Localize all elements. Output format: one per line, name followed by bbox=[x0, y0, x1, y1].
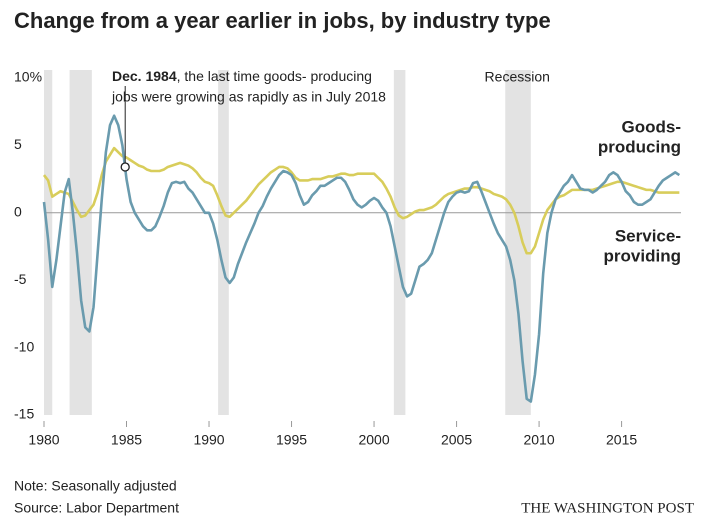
annotation-text: Dec. 1984, the last time goods- producin… bbox=[112, 68, 372, 84]
x-tick-label: 1990 bbox=[193, 432, 224, 448]
recession-band bbox=[218, 70, 229, 415]
series-label: Goods- bbox=[622, 117, 682, 136]
y-tick-label: 5 bbox=[14, 136, 22, 152]
y-tick-label: -5 bbox=[14, 271, 27, 287]
x-tick-label: 2010 bbox=[523, 432, 554, 448]
series-line bbox=[42, 114, 681, 403]
y-tick-label: -15 bbox=[14, 406, 34, 422]
x-tick-label: 2005 bbox=[441, 432, 472, 448]
annotation-line: jobs were growing as rapidly as in July … bbox=[111, 89, 386, 105]
recession-band bbox=[69, 70, 92, 415]
x-tick-label: 2015 bbox=[606, 432, 637, 448]
recession-band bbox=[505, 70, 531, 415]
series-line bbox=[42, 146, 680, 255]
x-tick-label: 2000 bbox=[358, 432, 389, 448]
y-tick-label: 10% bbox=[14, 69, 42, 85]
note: Note: Seasonally adjusted bbox=[14, 478, 177, 494]
y-tick-label: -10 bbox=[14, 338, 34, 354]
credit: THE WASHINGTON POST bbox=[521, 500, 694, 516]
series-label: producing bbox=[598, 137, 681, 156]
x-tick-label: 1980 bbox=[28, 432, 59, 448]
annotation-point bbox=[120, 162, 130, 172]
series-label: providing bbox=[604, 246, 681, 265]
annotation-bold: Dec. 1984 bbox=[112, 68, 177, 84]
annotation-line: , the last time goods- producing bbox=[177, 68, 372, 84]
chart-title: Change from a year earlier in jobs, by i… bbox=[14, 8, 551, 33]
recession-band bbox=[393, 70, 406, 415]
y-tick-label: 0 bbox=[14, 204, 22, 220]
recession-label: Recession bbox=[485, 69, 550, 85]
source: Source: Labor Department bbox=[14, 500, 179, 516]
series-label: Service- bbox=[615, 226, 681, 245]
x-tick-label: 1985 bbox=[111, 432, 142, 448]
x-tick-label: 1995 bbox=[276, 432, 307, 448]
